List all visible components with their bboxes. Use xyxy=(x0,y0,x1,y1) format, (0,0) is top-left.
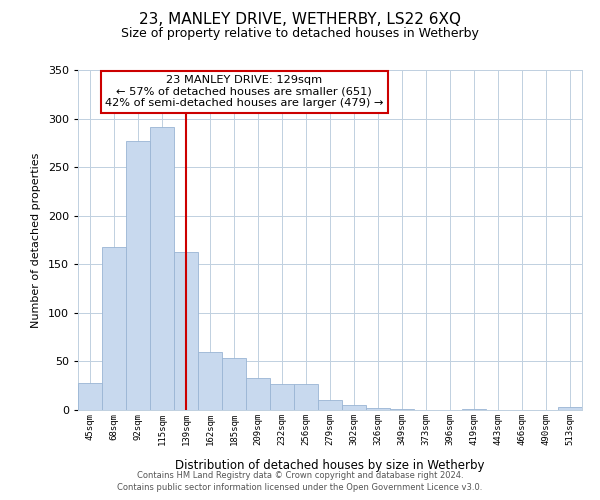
Bar xyxy=(174,252,198,410)
Text: 23 MANLEY DRIVE: 129sqm
← 57% of detached houses are smaller (651)
42% of semi-d: 23 MANLEY DRIVE: 129sqm ← 57% of detache… xyxy=(105,75,383,108)
Bar xyxy=(366,408,390,410)
Bar xyxy=(294,384,318,410)
Bar xyxy=(270,384,294,410)
Bar xyxy=(150,128,174,410)
Bar xyxy=(558,407,582,410)
Text: Size of property relative to detached houses in Wetherby: Size of property relative to detached ho… xyxy=(121,28,479,40)
Text: Contains HM Land Registry data © Crown copyright and database right 2024.
Contai: Contains HM Land Registry data © Crown c… xyxy=(118,471,482,492)
Bar xyxy=(198,352,222,410)
Bar xyxy=(246,378,270,410)
Bar xyxy=(390,409,414,410)
Bar xyxy=(222,358,246,410)
Bar xyxy=(342,405,366,410)
Bar xyxy=(462,409,486,410)
Text: 23, MANLEY DRIVE, WETHERBY, LS22 6XQ: 23, MANLEY DRIVE, WETHERBY, LS22 6XQ xyxy=(139,12,461,28)
Bar xyxy=(126,141,150,410)
Bar xyxy=(318,400,342,410)
Bar xyxy=(102,247,126,410)
Bar xyxy=(78,383,102,410)
X-axis label: Distribution of detached houses by size in Wetherby: Distribution of detached houses by size … xyxy=(175,459,485,472)
Y-axis label: Number of detached properties: Number of detached properties xyxy=(31,152,41,328)
